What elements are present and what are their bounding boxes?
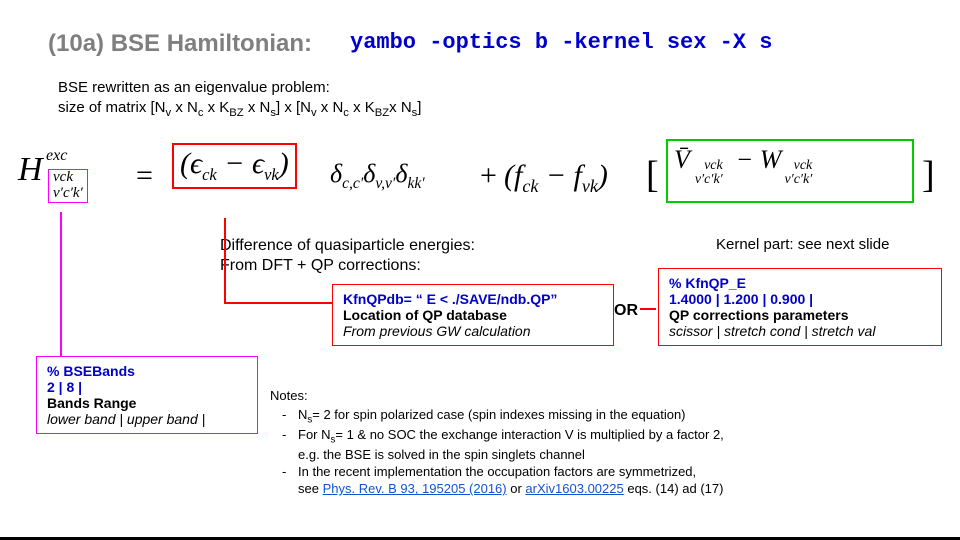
- connector-qpdb-v: [224, 218, 226, 302]
- qp-caption: Difference of quasiparticle energies: Fr…: [220, 236, 475, 276]
- note-item: In the recent implementation the occupat…: [298, 464, 920, 498]
- qpdb-kw: KfnQPdb= “ E < ./SAVE/ndb.QP”: [343, 291, 603, 307]
- note-item: For Ns= 1 & no SOC the exchange interact…: [298, 427, 920, 464]
- qpe-label: QP corrections parameters: [669, 307, 931, 323]
- kernel-caption: Kernel part: see next slide: [716, 236, 889, 253]
- yambo-command: yambo -optics b -kernel sex -X s: [350, 30, 772, 55]
- connector-or-right: [640, 308, 656, 310]
- notes-header: Notes:: [270, 388, 920, 405]
- notes: Notes: Ns= 2 for spin polarized case (sp…: [270, 388, 920, 498]
- or-text: OR: [614, 302, 638, 320]
- bsebands-val: 2 | 8 |: [47, 379, 247, 395]
- index-box: vck v′c′k′: [48, 169, 88, 203]
- qpe-desc: scissor | stretch cond | stretch val: [669, 323, 931, 339]
- qpe-val: 1.4000 | 1.200 | 0.900 |: [669, 291, 931, 307]
- qpdb-label: Location of QP database: [343, 307, 603, 323]
- section-title: (10a) BSE Hamiltonian:: [48, 30, 312, 58]
- qpdb-box: KfnQPdb= “ E < ./SAVE/ndb.QP” Location o…: [332, 284, 614, 346]
- slide: (10a) BSE Hamiltonian: yambo -optics b -…: [0, 0, 960, 540]
- H-sup: exc: [46, 147, 67, 165]
- notes-list: Ns= 2 for spin polarized case (spin inde…: [298, 407, 920, 498]
- qpdb-desc: From previous GW calculation: [343, 323, 603, 339]
- bsebands-label: Bands Range: [47, 395, 247, 411]
- connector-bands-v: [60, 212, 62, 356]
- bsebands-kw: % BSEBands: [47, 363, 247, 379]
- bsebands-desc: lower band | upper band |: [47, 411, 247, 427]
- note-item: Ns= 2 for spin polarized case (spin inde…: [298, 407, 920, 427]
- qpe-kw: % KfnQP_E: [669, 275, 931, 291]
- qp-cap-l1: Difference of quasiparticle energies:: [220, 236, 475, 256]
- right-bracket: ]: [922, 153, 935, 197]
- H-symbol: H exc: [18, 151, 43, 189]
- qp-cap-l2: From DFT + QP corrections:: [220, 256, 475, 276]
- qpe-box: % KfnQP_E 1.4000 | 1.200 | 0.900 | QP co…: [658, 268, 942, 346]
- qp-energy-term: (ϵck − ϵvk): [172, 143, 297, 189]
- equals-sign: =: [136, 159, 153, 193]
- intro-line1: BSE rewritten as an eigenvalue problem:: [58, 78, 421, 98]
- bsebands-box: % BSEBands 2 | 8 | Bands Range lower ban…: [36, 356, 258, 434]
- intro-line2: size of matrix [Nv x Nc x KBZ x Ns] x [N…: [58, 98, 421, 121]
- idx-bot: v′c′k′: [53, 186, 83, 202]
- connector-qpdb-h: [224, 302, 332, 304]
- plus-sign: +: [480, 159, 497, 193]
- delta-terms: δc,c′δv,v′δkk′: [330, 159, 425, 193]
- occupation-term: (fck − fvk): [504, 159, 608, 197]
- hamiltonian-equation: H exc vck v′c′k′ = (ϵck − ϵvk) δc,c′δv,v…: [18, 145, 942, 223]
- left-bracket: [: [646, 153, 659, 197]
- intro-text: BSE rewritten as an eigenvalue problem: …: [58, 78, 421, 121]
- kernel-term: V̄vckv′c′k′ − Wvckv′c′k′: [666, 139, 914, 203]
- idx-top: vck: [53, 170, 83, 186]
